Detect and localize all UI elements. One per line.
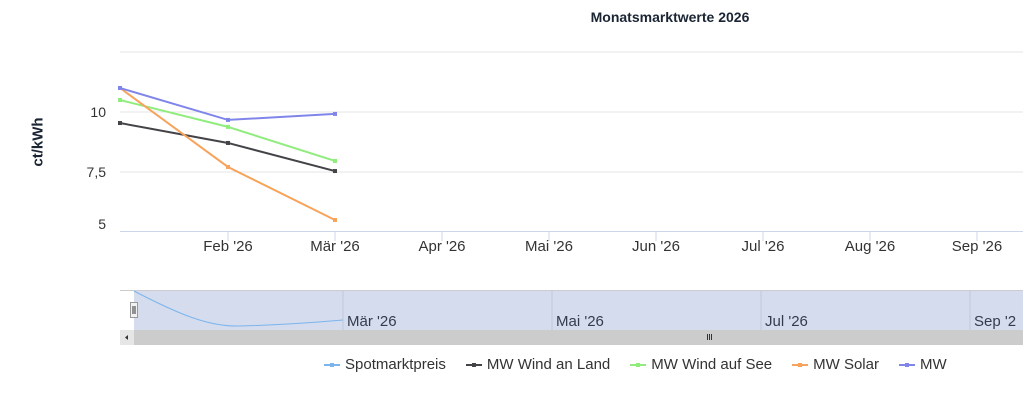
data-point-marker[interactable]	[118, 121, 122, 126]
data-point-marker[interactable]	[333, 218, 337, 222]
navigator-tick-label: Mai '26	[556, 313, 604, 330]
line-marker-icon	[630, 362, 647, 367]
navigator-tick-label: Mär '26	[347, 313, 397, 330]
y-tick-label: 10	[90, 104, 106, 120]
navigator-series	[133, 290, 344, 327]
scrollbar-thumb[interactable]	[134, 330, 1023, 345]
data-point-marker[interactable]	[226, 124, 230, 129]
data-point-marker[interactable]	[118, 86, 122, 90]
scrollbar-grip-icon	[707, 334, 712, 340]
x-tick-label: Apr '26	[418, 238, 465, 255]
legend-label: MW Solar	[813, 356, 879, 373]
chart-title: Monatsmarktwerte 2026	[590, 9, 750, 25]
x-tick-label: Mär '26	[310, 238, 360, 255]
legend-label: MW Wind auf See	[651, 356, 773, 373]
x-tick-label: Sep '26	[952, 238, 1002, 255]
navigator-selected-range[interactable]	[134, 291, 1023, 330]
data-point-marker[interactable]	[333, 158, 337, 163]
data-point-marker[interactable]	[226, 117, 230, 122]
y-tick-label: 7,5	[87, 164, 107, 180]
line-marker-icon	[792, 362, 809, 367]
legend-item-mw-wind-auf-see[interactable]: MW Wind auf See	[630, 356, 772, 373]
x-axis: Feb '26 Mär '26 Apr '26 Mai '26 Jun '26 …	[203, 231, 1002, 255]
gridlines	[120, 51, 1023, 232]
x-tick-label: Jun '26	[632, 238, 680, 255]
series-line[interactable]	[119, 122, 336, 173]
x-tick-label: Feb '26	[203, 238, 253, 255]
data-point-marker[interactable]	[226, 164, 230, 169]
navigator[interactable]: Mär '26 Mai '26 Jul '26 Sep '2	[120, 290, 1023, 331]
data-point-marker[interactable]	[333, 111, 337, 116]
legend-label: MW	[919, 356, 947, 373]
data-point-marker[interactable]	[226, 140, 230, 145]
arrow-left-icon	[125, 335, 128, 340]
data-point-marker[interactable]	[333, 169, 337, 174]
x-tick-label: Jul '26	[742, 238, 785, 255]
navigator-tick-label: Sep '2	[974, 313, 1016, 330]
series-line[interactable]	[119, 99, 336, 162]
series-layer	[118, 86, 337, 222]
legend-label: Spotmarktpreis	[345, 356, 446, 373]
line-marker-icon	[324, 362, 340, 367]
scrollbar[interactable]	[120, 330, 1023, 345]
legend: Spotmarktpreis MW Wind an Land MW Wind a…	[324, 356, 967, 373]
line-marker-icon	[898, 362, 915, 367]
legend-item-mw-wind-an-land[interactable]: MW Wind an Land	[465, 356, 611, 373]
y-axis: 10 7,5 5	[87, 104, 107, 232]
x-tick-label: Mai '26	[525, 238, 573, 255]
legend-label: MW Wind an Land	[486, 356, 611, 373]
navigator-tick-label: Jul '26	[765, 313, 808, 330]
x-tick-label: Aug '26	[845, 238, 895, 255]
legend-item-mw[interactable]: MW	[898, 356, 947, 373]
legend-item-spotmarktpreis[interactable]: Spotmarktpreis	[324, 356, 446, 373]
y-tick-label: 5	[98, 216, 106, 232]
line-marker-icon	[465, 362, 482, 367]
legend-item-mw-solar[interactable]: MW Solar	[792, 356, 879, 373]
series-line[interactable]	[119, 87, 336, 121]
data-point-marker[interactable]	[118, 98, 122, 102]
navigator-left-handle[interactable]	[130, 302, 138, 318]
